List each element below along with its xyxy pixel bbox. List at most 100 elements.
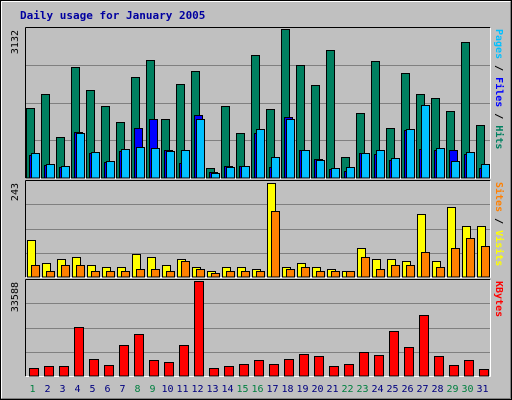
- bar-pages-day-3: [61, 166, 70, 179]
- bar-pages-day-17: [271, 157, 280, 179]
- bar-sites-day-26: [406, 265, 415, 278]
- x-tick-label-8: 8: [134, 384, 140, 395]
- x-tick-label-6: 6: [104, 384, 110, 395]
- bar-pages-day-25: [391, 158, 400, 179]
- bar-pages-day-4: [76, 133, 85, 179]
- chart-title: Daily usage for January 2005: [20, 9, 205, 22]
- bar-kbytes-day-10: [164, 362, 174, 377]
- bar-pages-day-16: [256, 129, 265, 179]
- bar-kbytes-day-7: [119, 345, 129, 377]
- y-max-label: 3132: [10, 30, 21, 54]
- y-max-label: 33588: [10, 282, 21, 312]
- bar-pages-day-24: [376, 150, 385, 179]
- bar-pages-day-10: [166, 151, 175, 179]
- bar-pages-day-11: [181, 150, 190, 179]
- bar-kbytes-day-19: [299, 354, 309, 377]
- bar-kbytes-day-14: [224, 366, 234, 377]
- bar-sites-day-30: [466, 238, 475, 278]
- x-tick-label-15: 15: [236, 384, 248, 395]
- legend-entry: /: [493, 59, 504, 77]
- bar-sites-day-21: [331, 271, 340, 278]
- bar-sites-day-31: [481, 246, 490, 278]
- bar-sites-day-2: [46, 271, 55, 278]
- bar-kbytes-day-4: [74, 327, 84, 377]
- bar-sites-day-20: [316, 271, 325, 278]
- bar-kbytes-day-17: [269, 364, 279, 377]
- bar-kbytes-day-6: [104, 365, 114, 377]
- bar-kbytes-day-9: [149, 360, 159, 377]
- bar-sites-day-13: [211, 273, 220, 278]
- bars: [26, 29, 490, 179]
- bar-kbytes-day-28: [434, 356, 444, 377]
- x-tick-label-2: 2: [44, 384, 50, 395]
- bar-pages-day-20: [316, 160, 325, 179]
- legend-entry: Pages: [493, 29, 504, 59]
- bar-kbytes-day-15: [239, 364, 249, 377]
- bar-sites-day-19: [301, 267, 310, 278]
- x-tick-label-11: 11: [176, 384, 188, 395]
- bar-pages-day-21: [331, 168, 340, 179]
- bar-sites-day-23: [361, 257, 370, 278]
- bar-pages-day-5: [91, 152, 100, 179]
- bar-kbytes-day-27: [419, 315, 429, 377]
- x-tick-label-14: 14: [221, 384, 233, 395]
- y-max-label: 243: [10, 183, 21, 201]
- x-tick-label-9: 9: [149, 384, 155, 395]
- bar-kbytes-day-11: [179, 345, 189, 377]
- x-tick-label-13: 13: [206, 384, 218, 395]
- bar-sites-day-11: [181, 261, 190, 278]
- bar-pages-day-14: [226, 167, 235, 179]
- bar-sites-day-4: [76, 265, 85, 278]
- bar-pages-day-18: [286, 119, 295, 179]
- x-tick-label-30: 30: [461, 384, 473, 395]
- bars: [29, 281, 489, 377]
- bar-kbytes-day-21: [329, 366, 339, 377]
- bar-kbytes-day-12: [194, 281, 204, 377]
- bar-pages-day-31: [481, 164, 490, 179]
- bar-pages-day-29: [451, 161, 460, 179]
- bar-kbytes-day-8: [134, 334, 144, 377]
- bar-sites-day-28: [436, 267, 445, 278]
- bars: [27, 183, 490, 278]
- bar-sites-day-6: [106, 271, 115, 278]
- x-tick-label-20: 20: [311, 384, 323, 395]
- bar-sites-day-22: [346, 271, 355, 278]
- bar-pages-day-7: [121, 149, 130, 179]
- bar-sites-day-17: [271, 211, 280, 278]
- panel-legend: Pages / Files / Hits: [493, 29, 505, 149]
- bar-sites-day-14: [226, 271, 235, 278]
- x-tick-label-3: 3: [59, 384, 65, 395]
- bar-pages-day-15: [241, 166, 250, 179]
- bar-sites-day-1: [31, 265, 40, 278]
- bar-pages-day-12: [196, 119, 205, 179]
- bar-sites-day-25: [391, 265, 400, 278]
- legend-entry: KBytes: [493, 281, 504, 317]
- bar-pages-day-28: [436, 148, 445, 179]
- bar-hits-day-21: [326, 50, 335, 179]
- x-tick-label-26: 26: [401, 384, 413, 395]
- bar-sites-day-8: [136, 269, 145, 278]
- legend-entry: Hits: [493, 125, 505, 149]
- bar-kbytes-day-20: [314, 356, 324, 377]
- bar-kbytes-day-16: [254, 360, 264, 377]
- bar-sites-day-3: [61, 265, 70, 278]
- bar-sites-day-12: [196, 269, 205, 278]
- x-tick-labels: 1 2 3 4 5 6 7 8 9 10 11 12 13 14 15 16 17 18 19 20 21 22 23 24 2…: [29, 384, 488, 395]
- bar-pages-day-6: [106, 161, 115, 179]
- bar-kbytes-day-5: [89, 359, 99, 377]
- x-tick-label-17: 17: [266, 384, 278, 395]
- bar-sites-day-29: [451, 248, 460, 278]
- panel-hits-files-pages: 3132 Pages / Files / Hits: [10, 27, 505, 179]
- bar-kbytes-day-22: [344, 364, 354, 377]
- x-tick-label-5: 5: [89, 384, 95, 395]
- bar-pages-day-2: [46, 164, 55, 179]
- x-tick-label-7: 7: [119, 384, 125, 395]
- bar-pages-day-9: [151, 148, 160, 179]
- bar-kbytes-day-1: [29, 368, 39, 377]
- x-tick-label-18: 18: [281, 384, 293, 395]
- bar-sites-day-16: [256, 271, 265, 278]
- bar-sites-day-5: [91, 271, 100, 278]
- bar-pages-day-13: [211, 173, 220, 179]
- bar-sites-day-10: [166, 271, 175, 278]
